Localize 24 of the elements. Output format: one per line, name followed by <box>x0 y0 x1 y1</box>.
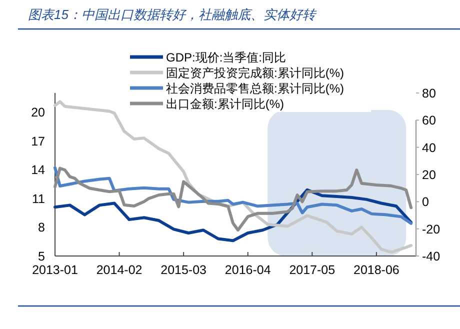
legend-label: 社会消费品零售总额:累计同比(%) <box>166 82 344 96</box>
y2-tick-label: 40 <box>422 140 436 155</box>
x-tick-label: 2013-01 <box>32 263 78 277</box>
title: 图表15：中国出口数据转好，社融触底、实体好转 <box>28 7 316 22</box>
y2-tick-label: 60 <box>422 114 436 128</box>
y2-tick-label: -40 <box>422 250 440 264</box>
legend-label: 出口金额:累计同比(%) <box>166 97 284 111</box>
legend-label: GDP:现价:当季值:同比 <box>166 50 286 64</box>
x-tick-label: 2015-03 <box>160 263 207 277</box>
legend-label: 固定资产投资完成额:累计同比(%) <box>166 66 344 80</box>
y2-tick-label: 20 <box>422 168 436 182</box>
y-tick-label: 20 <box>31 106 46 120</box>
y-tick-label: 14 <box>31 163 46 178</box>
y-tick-label: 5 <box>38 250 46 264</box>
y-tick-label: 8 <box>38 220 46 235</box>
y2-tick-label: -20 <box>422 222 440 236</box>
x-tick-label: 2014-02 <box>96 263 142 277</box>
x-tick-label: 2017-05 <box>289 263 336 277</box>
y-tick-label: 11 <box>32 192 46 206</box>
x-tick-label: 2016-04 <box>224 263 271 277</box>
y2-tick-label: 80 <box>422 86 436 100</box>
y2-tick-label: 0 <box>422 195 429 210</box>
x-tick-label: 2018-06 <box>354 263 400 277</box>
y-tick-label: 17 <box>31 134 46 148</box>
